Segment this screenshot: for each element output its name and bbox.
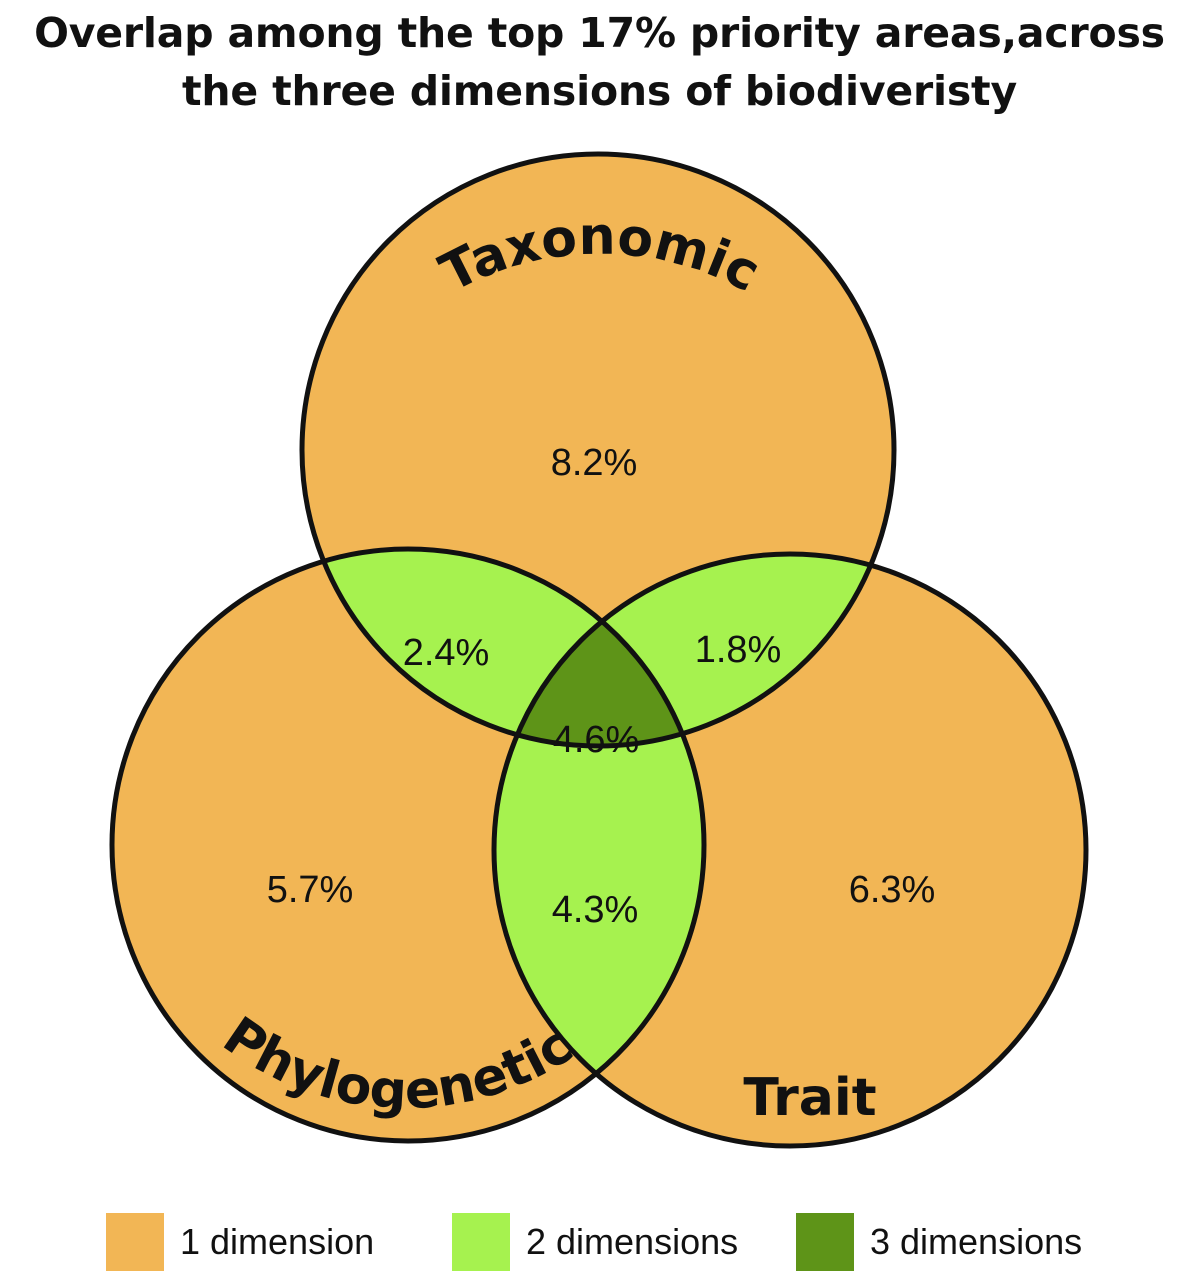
legend-swatch-2-dimensions [452, 1213, 510, 1271]
phylogenetic-only-value: 5.7% [267, 869, 354, 911]
diagram-title: Overlap among the top 17% priority areas… [0, 4, 1199, 120]
phylogenetic-trait-value: 4.3% [552, 889, 639, 931]
all-three-value: 4.6% [553, 719, 640, 761]
taxonomic-circle-outline [299, 151, 897, 749]
legend-swatch-3-dimensions [796, 1213, 854, 1271]
taxonomic-phylogenetic-value: 2.4% [403, 632, 490, 674]
legend-item-2-dimensions: 2 dimensions [452, 1212, 738, 1272]
taxonomic-trait-value: 1.8% [695, 629, 782, 671]
trait-circle-outline [491, 551, 1089, 1149]
title-line-1: Overlap among the top 17% priority areas… [34, 9, 1165, 57]
legend-swatch-1-dimension [106, 1213, 164, 1271]
legend-label-3-dimensions: 3 dimensions [870, 1221, 1083, 1262]
trait-set-label: Trait [743, 1068, 876, 1128]
legend-item-3-dimensions: 3 dimensions [796, 1212, 1082, 1272]
legend: 1 dimension 2 dimensions 3 dimensions [0, 1212, 1199, 1272]
title-line-2: the three dimensions of biodiveristy [182, 67, 1017, 115]
all-three-overlap [494, 554, 704, 746]
phylogenetic-circle-outline [109, 546, 707, 1144]
taxonomic-only-value: 8.2% [551, 442, 638, 484]
trait-only-value: 6.3% [849, 869, 936, 911]
legend-item-1-dimension: 1 dimension [106, 1212, 374, 1272]
legend-label-1-dimension: 1 dimension [180, 1221, 375, 1262]
legend-label-2-dimensions: 2 dimensions [526, 1221, 739, 1262]
